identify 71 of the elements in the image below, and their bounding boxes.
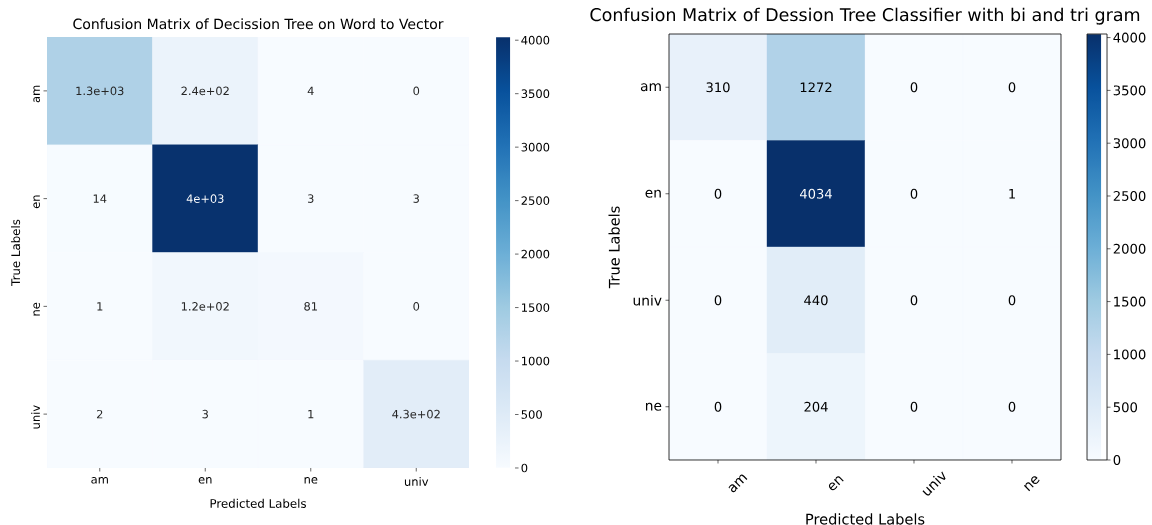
data-label: 0 [714,295,722,306]
color-bar-label: 3500 [521,89,550,99]
color-bar-label: 3000 [1113,138,1146,149]
x-axis-title: Predicted Labels [806,513,925,525]
color-bar-label: 0 [521,463,528,473]
y-axis-title: True Labels [10,219,21,286]
chart-title: Confusion Matrix of Decission Tree on Word to Vector [73,18,444,30]
color-bar-label: 4000 [521,35,550,45]
data-label: 0 [910,82,918,93]
data-label: 4 [307,86,314,96]
color-bar-label: 500 [1113,402,1138,413]
color-bar-label: 2000 [521,249,550,259]
data-label: 1272 [800,82,832,93]
y-tick-label: ne [33,302,40,316]
color-bar-label: 3000 [521,142,550,152]
x-tick-label: univ [404,477,429,486]
data-label: 0 [1008,401,1016,412]
x-tick-label: en [828,476,844,491]
color-bar-label: 4000 [1113,32,1146,43]
data-label: 2.4e+02 [181,86,229,96]
color-bar-label: 1500 [1114,296,1146,307]
y-tick-label: univ [633,294,662,306]
color-bar-label: 2500 [521,196,550,205]
x-tick-label: am [91,477,108,484]
data-label: 2 [96,409,103,419]
color-bar-label: 2500 [1113,190,1146,201]
data-label: 1 [308,409,314,419]
data-label: 3 [307,194,314,203]
y-tick-label: ne [645,402,662,411]
chart-title: Confusion Matrix of Dession Tree Classifier with bi and tri gram [590,7,1140,25]
y-tick-label: en [645,189,661,198]
y-tick-label: am [640,83,661,92]
data-label: 0 [910,188,918,199]
data-label: 4e+03 [186,194,224,203]
color-bar-label: 3500 [1113,85,1146,96]
data-label: 14 [93,194,107,203]
data-label: 3 [413,194,419,203]
data-label: 204 [804,401,828,412]
y-tick-label: univ [31,405,40,429]
y-axis-title: True Labels [608,206,620,289]
data-label: 0 [413,86,420,96]
data-label: 1 [1009,188,1015,199]
data-label: 0 [910,295,918,306]
color-bar-label: 500 [521,410,542,419]
color-bar-label: 2000 [1113,243,1146,254]
y-tick-label: am [33,85,40,103]
data-label: 0 [1008,82,1016,93]
data-label: 440 [804,295,828,306]
x-axis-title: Predicted Labels [210,498,306,508]
data-label: 1.3e+03 [76,86,124,96]
data-label: 0 [714,188,722,199]
data-label: 0 [413,302,420,311]
x-tick-label: ne [1023,476,1040,492]
data-label: 1.2e+02 [181,302,229,311]
color-bar-label: 1000 [522,356,550,366]
data-label: 310 [706,82,730,93]
y-tick-label: en [33,195,40,209]
x-tick-label: ne [304,477,318,484]
color-bar-label: 0 [1113,455,1121,465]
color-bar-label: 1500 [522,303,550,312]
data-label: 3 [202,409,208,419]
x-tick-label: en [198,477,212,484]
data-label: 0 [1008,295,1016,306]
data-label: 0 [910,401,918,412]
x-tick-label: am [728,474,748,493]
data-label: 4.3e+02 [392,409,440,419]
data-label: 81 [304,302,317,311]
data-label: 4034 [799,188,832,199]
data-label: 0 [714,401,722,412]
data-label: 1 [97,302,103,311]
color-bar-label: 1000 [1114,349,1146,360]
